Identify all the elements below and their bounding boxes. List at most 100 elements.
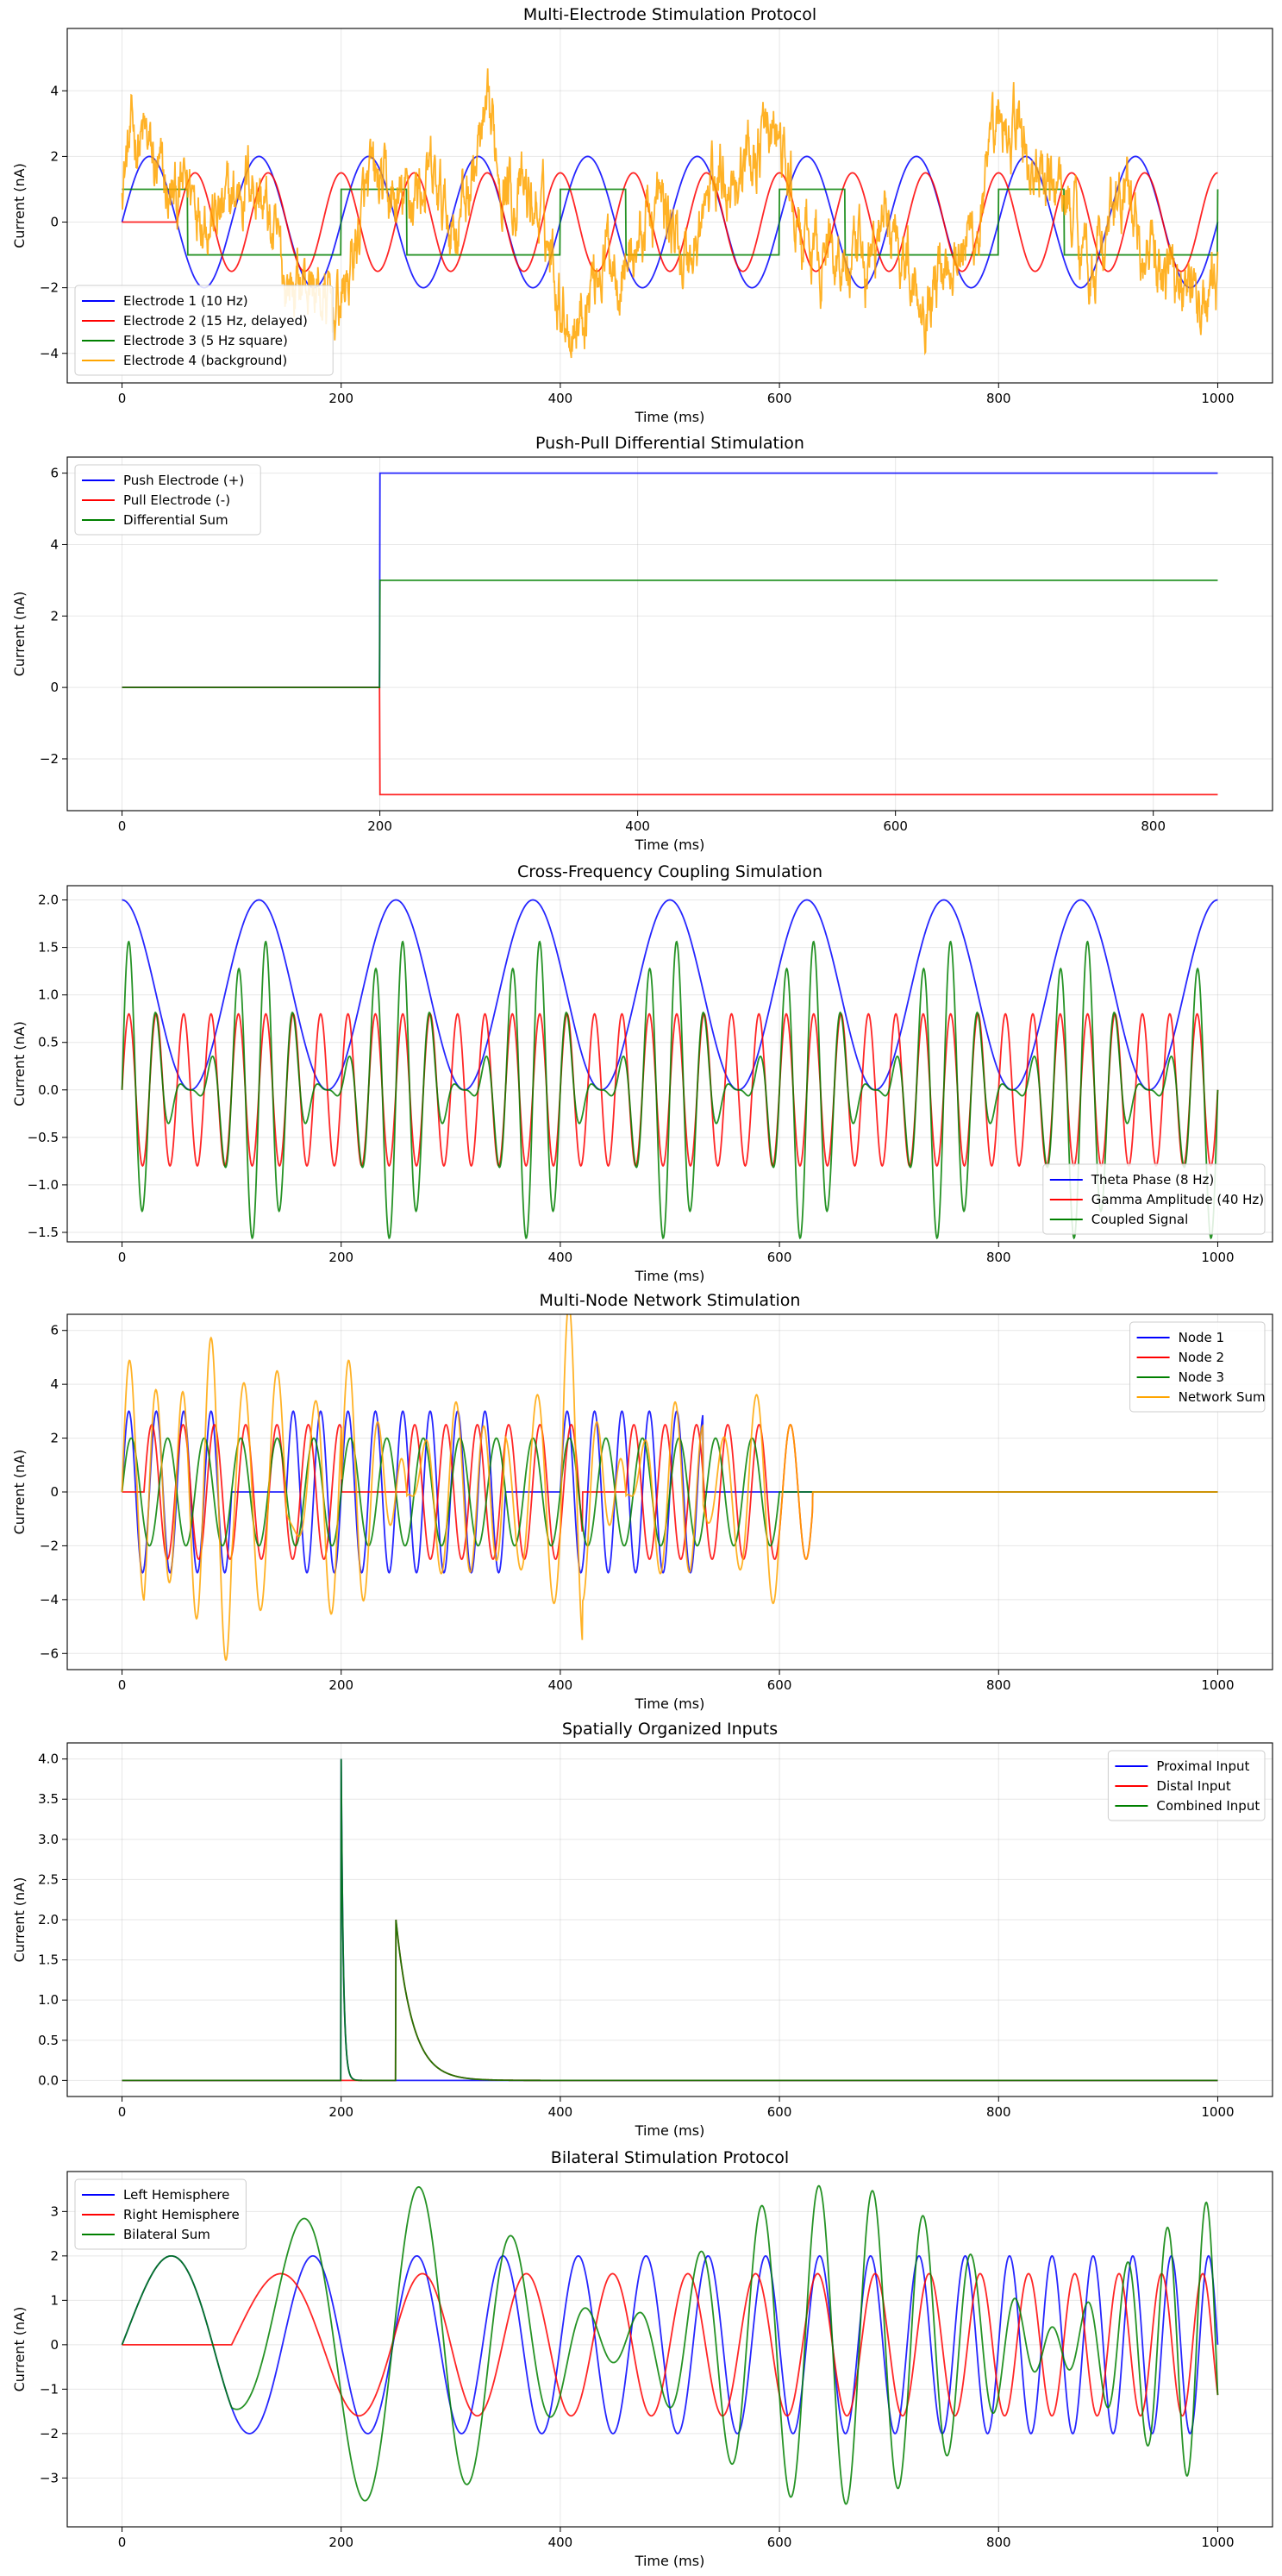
y-tick-label: −4 (40, 1592, 59, 1608)
y-tick-label: 0.0 (38, 2072, 59, 2088)
series-line-3 (122, 579, 1218, 689)
x-axis-label: Time (ms) (635, 1695, 705, 1712)
x-tick-label: 1000 (1201, 2104, 1234, 2120)
x-tick-label: 400 (625, 818, 650, 834)
y-axis-label: Current (nA) (11, 163, 28, 248)
legend-box (74, 464, 261, 536)
legend-label: Node 3 (1179, 1369, 1224, 1385)
x-axis-label: Time (ms) (635, 837, 705, 853)
x-tick-label: 400 (548, 1677, 573, 1693)
legend: Electrode 1 (10 Hz) Electrode 2 (15 Hz, d… (74, 285, 334, 376)
y-tick-label: 0 (50, 680, 59, 695)
y-axis-label: Current (nA) (11, 1877, 28, 1963)
x-tick-label: 1000 (1201, 1250, 1234, 1265)
series-line-4 (121, 1314, 1218, 1661)
x-tick-label: 800 (986, 2535, 1011, 2550)
x-tick-label: 800 (986, 2104, 1011, 2120)
plot-frame (66, 885, 1273, 1243)
y-tick-label: 3.0 (38, 1832, 59, 1847)
plot-frame (66, 456, 1273, 812)
y-tick-label: 4 (50, 1376, 59, 1392)
chart-panel-2: 0 200 400 600 800 −2 0 2 4 6 Push-Pull Differentia… (11, 434, 1273, 853)
chart-panel-4: 0 200 400 600 800 1000 −6 −4 −2 0 2 4 6 Multi-Node Ne… (11, 1291, 1273, 1712)
x-tick-label: 0 (118, 2535, 127, 2550)
y-tick-label: 0.5 (38, 2033, 59, 2048)
x-tick-label: 600 (767, 391, 792, 406)
x-tick-label: 200 (328, 2535, 353, 2550)
chart-title: Multi-Electrode Stimulation Protocol (523, 5, 816, 24)
y-axis-label: Current (nA) (11, 592, 28, 677)
legend-label: Push Electrode (+) (123, 473, 244, 488)
legend-label: Electrode 4 (background) (123, 353, 287, 368)
chart-panel-1: 0 200 400 600 800 1000 −4 −2 0 2 4 Multi-Electrode … (11, 5, 1273, 425)
x-tick-label: 0 (118, 2104, 127, 2120)
y-tick-label: 2.5 (38, 1871, 59, 1887)
series-line-3 (122, 1758, 1218, 2082)
y-tick-label: 4.0 (38, 1752, 59, 1767)
x-tick-label: 0 (118, 818, 127, 834)
x-tick-label: 600 (767, 2535, 792, 2550)
legend-box (1129, 1321, 1266, 1413)
y-tick-label: 2 (50, 148, 59, 164)
y-tick-label: 3.5 (38, 1791, 59, 1807)
x-tick-label: 200 (328, 1677, 353, 1693)
y-tick-label: 0.0 (38, 1082, 59, 1098)
y-tick-label: 6 (50, 466, 59, 481)
y-axis-label: Current (nA) (11, 1450, 28, 1535)
x-tick-label: 600 (767, 1250, 792, 1265)
x-tick-label: 0 (118, 1677, 127, 1693)
legend-label: Proximal Input (1156, 1758, 1249, 1774)
legend-label: Node 1 (1179, 1330, 1224, 1345)
y-tick-label: −1.5 (28, 1225, 59, 1240)
x-tick-label: 200 (328, 391, 353, 406)
x-tick-label: 1000 (1201, 391, 1234, 406)
series-line-2 (122, 686, 1218, 796)
legend-label: Right Hemisphere (123, 2207, 240, 2222)
y-tick-label: −1 (40, 2381, 59, 2397)
x-tick-label: 800 (986, 1677, 1011, 1693)
y-axis-label: Current (nA) (11, 1021, 28, 1106)
x-tick-label: 200 (328, 1250, 353, 1265)
legend: Proximal Input Distal Input Combined Input (1107, 1750, 1266, 1821)
y-tick-label: 1 (50, 2292, 59, 2308)
series-line-3 (122, 188, 1219, 256)
series-line-1 (122, 899, 1218, 1091)
y-tick-label: 1.0 (38, 987, 59, 1003)
chart-panel-6: 0 200 400 600 800 1000 −3 −2 −1 0 1 2 3 Bilateral Sti… (11, 2148, 1273, 2569)
chart-panel-3: 0 200 400 600 800 1000 −1.5 −1.0 −0.5 0.0 0.5 1.0 1.… (11, 862, 1273, 1284)
y-tick-label: −6 (40, 1645, 59, 1661)
chart-title: Spatially Organized Inputs (562, 1720, 778, 1739)
legend-label: Theta Phase (8 Hz) (1091, 1172, 1214, 1188)
x-axis-label: Time (ms) (635, 409, 705, 425)
legend-label: Pull Electrode (-) (123, 492, 230, 508)
y-tick-label: 1.0 (38, 1992, 59, 2008)
y-tick-label: 2 (50, 1431, 59, 1446)
y-tick-label: 1.5 (38, 940, 59, 956)
series-line-3 (121, 2184, 1219, 2505)
legend-box (74, 285, 334, 376)
legend-label: Node 2 (1179, 1350, 1224, 1365)
y-tick-label: 0.5 (38, 1035, 59, 1050)
x-tick-label: 600 (767, 1677, 792, 1693)
y-tick-label: 6 (50, 1323, 59, 1338)
x-tick-label: 600 (883, 818, 908, 834)
y-tick-label: 4 (50, 83, 59, 98)
x-axis-label: Time (ms) (635, 1268, 705, 1284)
x-tick-label: 200 (328, 2104, 353, 2120)
legend: Push Electrode (+) Pull Electrode (-) Diff… (74, 464, 261, 536)
y-tick-label: 2.0 (38, 893, 59, 908)
legend-label: Electrode 3 (5 Hz square) (123, 333, 288, 348)
y-tick-label: −2 (40, 280, 59, 296)
y-tick-label: −2 (40, 751, 59, 767)
series-line-3 (121, 940, 1219, 1240)
y-axis-label: Current (nA) (11, 2307, 28, 2392)
series-line-2 (122, 2272, 1219, 2417)
y-tick-label: −4 (40, 346, 59, 361)
x-tick-label: 400 (548, 2104, 573, 2120)
x-tick-label: 400 (548, 2535, 573, 2550)
y-tick-label: 4 (50, 536, 59, 552)
chart-panel-5: 0 200 400 600 800 1000 0.0 0.5 1.0 1.5 2.0 2.5 3.0 3.… (11, 1720, 1273, 2139)
legend: Left Hemisphere Right Hemisphere Bilateral… (74, 2178, 247, 2250)
legend-box (74, 2178, 247, 2250)
